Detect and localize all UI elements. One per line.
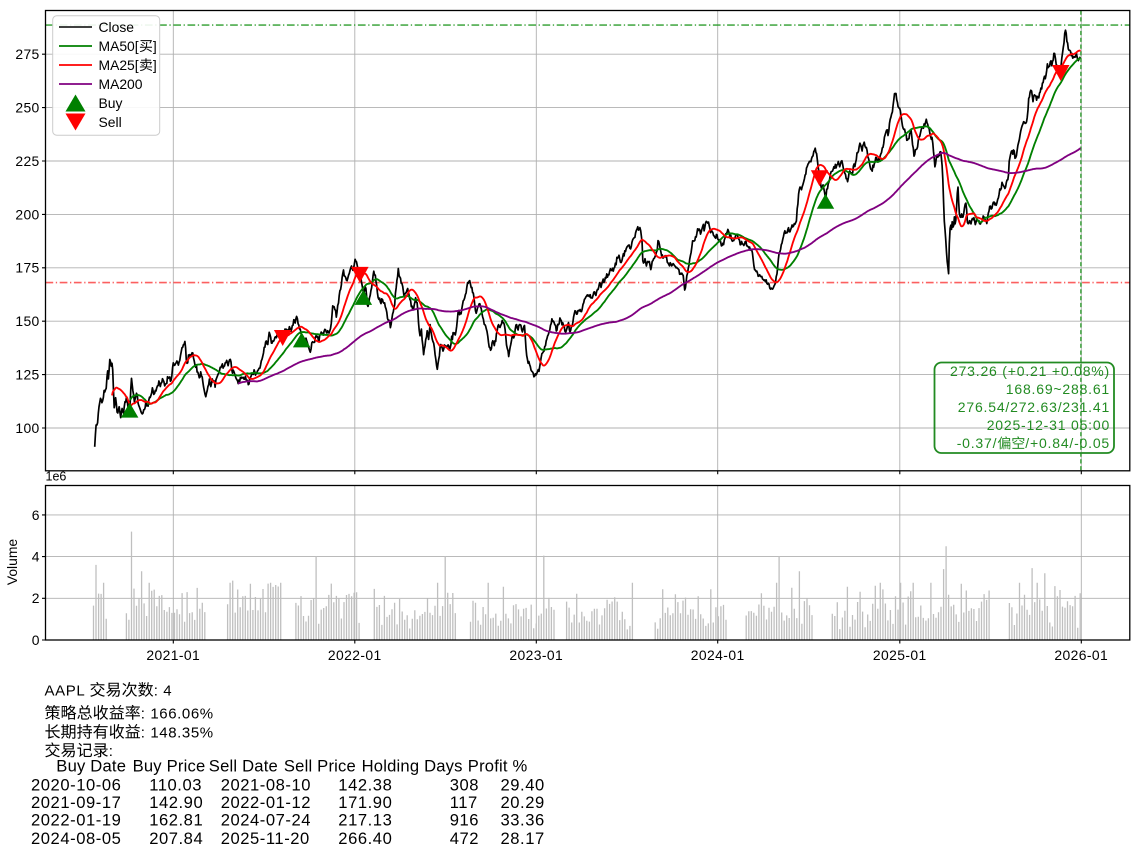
svg-text::: : bbox=[109, 743, 114, 760]
svg-text:1e6: 1e6 bbox=[46, 470, 67, 484]
svg-text:150: 150 bbox=[15, 313, 39, 329]
svg-text:-0.37/: -0.37/ bbox=[957, 435, 998, 451]
svg-text:2025-01: 2025-01 bbox=[873, 647, 927, 663]
svg-text:2: 2 bbox=[32, 590, 40, 606]
svg-text:472: 472 bbox=[450, 829, 479, 848]
svg-text:: 4: : 4 bbox=[154, 683, 172, 700]
svg-text:273.26 (+0.21 +0.08%): 273.26 (+0.21 +0.08%) bbox=[950, 363, 1110, 379]
svg-text:162.81: 162.81 bbox=[149, 811, 203, 830]
svg-text:]: ] bbox=[153, 57, 157, 73]
svg-text:Sell: Sell bbox=[99, 114, 122, 130]
svg-text:Holding Days: Holding Days bbox=[362, 757, 463, 776]
svg-text:4: 4 bbox=[32, 549, 40, 565]
svg-text:2024-08-05: 2024-08-05 bbox=[31, 829, 121, 848]
svg-text:276.54/272.63/231.41: 276.54/272.63/231.41 bbox=[958, 399, 1110, 415]
svg-text:2020-10-06: 2020-10-06 bbox=[31, 776, 121, 795]
svg-text:142.90: 142.90 bbox=[149, 793, 203, 812]
svg-text:2021-09-17: 2021-09-17 bbox=[31, 793, 121, 812]
svg-text:MA200: MA200 bbox=[99, 76, 143, 92]
svg-text:225: 225 bbox=[15, 153, 39, 169]
svg-text:]: ] bbox=[153, 38, 157, 54]
svg-text:: 166.06%: : 166.06% bbox=[141, 706, 214, 723]
svg-text:142.38: 142.38 bbox=[338, 776, 392, 795]
svg-text:175: 175 bbox=[15, 260, 39, 276]
svg-text:29.40: 29.40 bbox=[501, 776, 545, 795]
svg-text:: 148.35%: : 148.35% bbox=[141, 725, 214, 742]
svg-text:Profit %: Profit % bbox=[468, 757, 528, 776]
svg-text:266.40: 266.40 bbox=[338, 829, 392, 848]
svg-text:/+0.84/-0.05: /+0.84/-0.05 bbox=[1025, 435, 1110, 451]
svg-text:168.69~288.61: 168.69~288.61 bbox=[1006, 381, 1110, 397]
svg-text:20.29: 20.29 bbox=[501, 793, 545, 812]
svg-text:207.84: 207.84 bbox=[149, 829, 203, 848]
svg-text:110.03: 110.03 bbox=[149, 776, 202, 795]
svg-text:MA50[: MA50[ bbox=[99, 38, 139, 54]
svg-text:117: 117 bbox=[450, 793, 478, 812]
svg-text:33.36: 33.36 bbox=[501, 811, 545, 830]
svg-text:2023-01: 2023-01 bbox=[509, 647, 563, 663]
svg-text:0: 0 bbox=[32, 632, 40, 648]
svg-text:200: 200 bbox=[15, 206, 39, 222]
svg-text:916: 916 bbox=[450, 811, 479, 830]
svg-text:2022-01-19: 2022-01-19 bbox=[31, 811, 121, 830]
svg-text:Volume: Volume bbox=[4, 539, 20, 586]
svg-text:MA25[: MA25[ bbox=[99, 57, 139, 73]
svg-text:2021-01: 2021-01 bbox=[146, 647, 200, 663]
svg-text:2025-11-20: 2025-11-20 bbox=[221, 829, 310, 848]
svg-text:125: 125 bbox=[15, 367, 39, 383]
svg-text:Sell Date: Sell Date bbox=[209, 757, 278, 776]
svg-text:2024-07-24: 2024-07-24 bbox=[221, 811, 311, 830]
svg-text:Close: Close bbox=[99, 19, 135, 35]
svg-text:28.17: 28.17 bbox=[501, 829, 545, 848]
svg-text:217.13: 217.13 bbox=[338, 811, 392, 830]
svg-text:100: 100 bbox=[15, 420, 39, 436]
svg-text:Buy Price: Buy Price bbox=[133, 757, 206, 776]
svg-text:2022-01: 2022-01 bbox=[328, 647, 382, 663]
svg-text:AAPL: AAPL bbox=[45, 683, 86, 700]
svg-text:2021-08-10: 2021-08-10 bbox=[221, 776, 311, 795]
svg-text:2026-01: 2026-01 bbox=[1054, 647, 1108, 663]
svg-text:171.90: 171.90 bbox=[338, 793, 392, 812]
svg-text:Buy: Buy bbox=[99, 95, 123, 111]
svg-text:Buy Date: Buy Date bbox=[56, 757, 126, 776]
svg-text:275: 275 bbox=[15, 46, 39, 62]
svg-text:2022-01-12: 2022-01-12 bbox=[221, 793, 311, 812]
svg-text:2025-12-31 05:00: 2025-12-31 05:00 bbox=[987, 417, 1110, 433]
svg-text:250: 250 bbox=[15, 100, 39, 116]
svg-text:6: 6 bbox=[32, 507, 40, 523]
svg-text:2024-01: 2024-01 bbox=[691, 647, 745, 663]
svg-text:Sell Price: Sell Price bbox=[284, 757, 356, 776]
svg-text:308: 308 bbox=[450, 776, 479, 795]
